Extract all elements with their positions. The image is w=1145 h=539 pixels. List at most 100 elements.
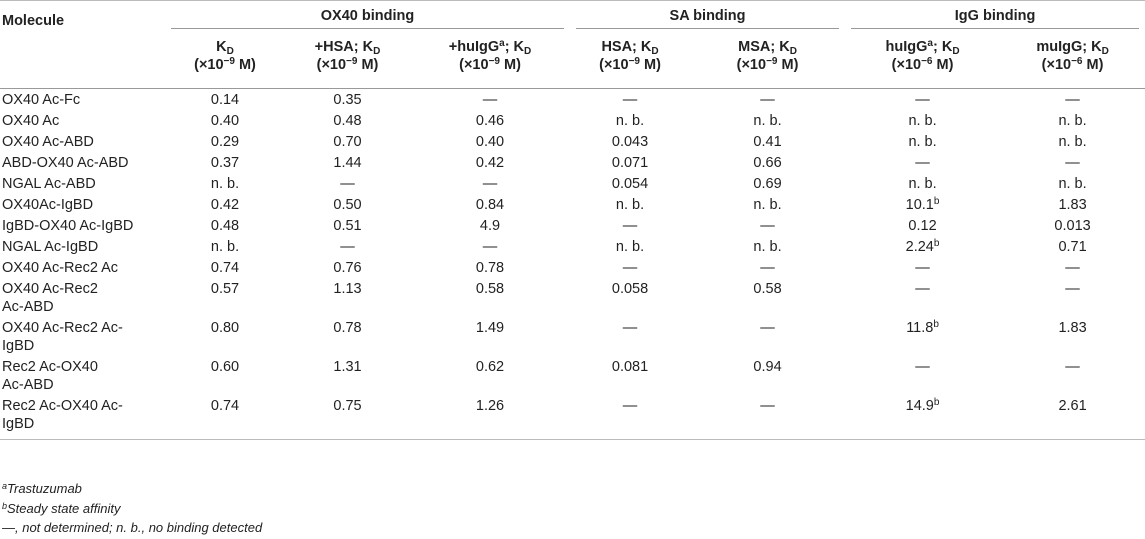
value-cell: 14.9b: [845, 395, 1001, 440]
column-header-2: +huIgGa; KD (×10−9 M): [410, 32, 571, 89]
value-cell: —: [760, 92, 775, 108]
value-cell: 0.62: [475, 359, 505, 375]
molecule-cell: OX40 Ac-Rec2 Ac-ABD: [2, 281, 98, 315]
molecule-cell: OX40 Ac-Fc: [2, 92, 81, 108]
value-cell: n. b.: [753, 113, 782, 129]
molecule-cell: NGAL Ac-ABD: [2, 176, 96, 192]
table-row: NGAL Ac-ABD n. b. — — 0.054 0.69 n. b. n. b.: [0, 173, 1145, 194]
molecule-cell: OX40 Ac-ABD: [2, 134, 94, 150]
value-cell: 0.78: [475, 260, 505, 276]
table-row: Rec2 Ac-OX40 Ac-ABD 0.60 1.31 0.62 0.081 0.94 —…: [0, 356, 1145, 395]
molecule-cell: OX40 Ac-Rec2 Ac: [2, 260, 119, 276]
table-row: OX40 Ac-Rec2 Ac- IgBD 0.80 0.78 1.49 — — 11.8b 1…: [0, 317, 1145, 356]
value-cell: 0.78: [333, 320, 362, 336]
value-cell: 1.49: [475, 320, 505, 336]
value-cell: 0.57: [210, 281, 240, 297]
value-cell: —: [622, 320, 638, 336]
value-cell: —: [622, 92, 638, 108]
value-cell: —: [690, 395, 846, 440]
column-header-3: HSA; KD (×10−9 M): [570, 32, 691, 89]
group-header-row: OX40 binding SA binding IgG binding: [0, 0, 1145, 32]
value-cell: —: [1065, 92, 1080, 108]
group-header-spacer: [0, 0, 165, 32]
table-row: OX40 Ac-Fc 0.14 0.35 — — — — —: [0, 89, 1145, 111]
table-row: IgBD-OX40 Ac-IgBD 0.48 0.51 4.9 — — 0.12 0.013: [0, 215, 1145, 236]
value-cell: 0.013: [1054, 218, 1091, 234]
table-row: OX40 Ac-ABD 0.29 0.70 0.40 0.043 0.41 n. b. n. …: [0, 131, 1145, 152]
value-cell: 0.42: [475, 155, 505, 171]
value-cell: —: [622, 260, 638, 276]
value-cell: 0.46: [475, 113, 505, 129]
value-cell: n. b.: [1058, 176, 1087, 192]
value-cell: —: [570, 395, 691, 440]
value-cell: n. b.: [615, 239, 645, 255]
value-cell: —: [482, 92, 498, 108]
value-cell: n. b.: [753, 239, 782, 255]
value-cell: 0.043: [611, 134, 649, 150]
group-header-igg: IgG binding: [845, 0, 1145, 32]
value-cell: 0.48: [210, 218, 240, 234]
value-cell: 0.058: [611, 281, 649, 297]
value-cell: 0.35: [333, 92, 362, 108]
value-cell: n. b.: [908, 113, 937, 129]
footnote: bSteady state affinity: [2, 500, 121, 516]
column-header-5: huIgGa; KD (×10−6 M): [845, 32, 1001, 89]
value-cell: 1.83: [1058, 320, 1087, 336]
data-table-container: OX40 binding SA binding IgG binding Mole…: [0, 0, 1145, 440]
value-cell: 0.40: [475, 134, 505, 150]
value-cell: n. b.: [1058, 113, 1087, 129]
value-cell: —: [760, 260, 775, 276]
table-row: ABD-OX40 Ac-ABD 0.37 1.44 0.42 0.071 0.66 — —: [0, 152, 1145, 173]
value-cell: 0.84: [475, 197, 505, 213]
value-cell: 4.9: [479, 218, 501, 234]
value-cell: 0.40: [210, 113, 240, 129]
molecule-cell: OX40Ac-IgBD: [2, 197, 94, 213]
value-cell: n. b.: [615, 197, 645, 213]
molecule-cell: OX40 Ac-Rec2 Ac- IgBD: [2, 320, 123, 354]
value-cell: 0.74: [165, 395, 285, 440]
value-cell: 0.80: [210, 320, 240, 336]
value-cell: —: [1065, 281, 1080, 297]
value-cell: 0.58: [753, 281, 782, 297]
table-row: OX40 Ac-Rec2 Ac 0.74 0.76 0.78 — — — —: [0, 257, 1145, 278]
column-header-4: MSA; KD (×10−9 M): [690, 32, 846, 89]
value-cell: 0.071: [611, 155, 649, 171]
value-cell: —: [482, 176, 498, 192]
value-cell: 1.13: [333, 281, 362, 297]
value-cell: n. b.: [908, 134, 937, 150]
table-row: Rec2 Ac-OX40 Ac- IgBD 0.74 0.75 1.26— —14.9b 2…: [0, 395, 1145, 440]
molecule-cell: Rec2 Ac-OX40 Ac-ABD: [2, 359, 98, 393]
value-cell: —: [1065, 359, 1080, 375]
value-cell: 1.83: [1058, 197, 1087, 213]
value-cell: —: [915, 92, 930, 108]
table-body: OX40 Ac-Fc 0.14 0.35— — — — — OX40 Ac 0.40 0.48 0.…: [0, 89, 1145, 440]
value-cell: 0.94: [753, 359, 782, 375]
value-cell: 1.44: [333, 155, 362, 171]
value-cell: —: [760, 320, 775, 336]
value-cell: 0.75: [285, 395, 410, 440]
value-cell: n. b.: [210, 239, 240, 255]
value-cell: —: [340, 176, 355, 192]
table-row: NGAL Ac-IgBD n. b. — — n. b. n. b. 2.24b 0.71: [0, 236, 1145, 257]
value-cell: 0.71: [1058, 239, 1087, 255]
value-cell: 0.37: [210, 155, 240, 171]
table-footnotes: aTrastuzumab bSteady state affinity —, not…: [2, 479, 262, 538]
value-cell: —: [482, 239, 498, 255]
value-cell: 0.51: [333, 218, 362, 234]
value-cell: 0.58: [475, 281, 505, 297]
value-cell: 10.1b: [905, 196, 940, 214]
value-cell: —: [1065, 260, 1080, 276]
molecule-cell: NGAL Ac-IgBD: [2, 239, 99, 255]
value-cell: 0.60: [210, 359, 240, 375]
column-header-1: +HSA; KD (×10−9 M): [285, 32, 410, 89]
value-cell: 2.24b: [905, 238, 940, 256]
column-header-0: KD (×10−9 M): [165, 32, 285, 89]
column-header-6: muIgG; KD (×10−6 M): [1000, 32, 1145, 89]
molecule-cell: ABD-OX40 Ac-ABD: [2, 155, 129, 171]
value-cell: 0.12: [908, 218, 937, 234]
value-cell: —: [760, 218, 775, 234]
value-cell: 0.29: [210, 134, 240, 150]
value-cell: 0.76: [333, 260, 362, 276]
footnote: —, not determined; n. b., no binding det…: [2, 520, 263, 535]
value-cell: 2.61: [1000, 395, 1145, 440]
